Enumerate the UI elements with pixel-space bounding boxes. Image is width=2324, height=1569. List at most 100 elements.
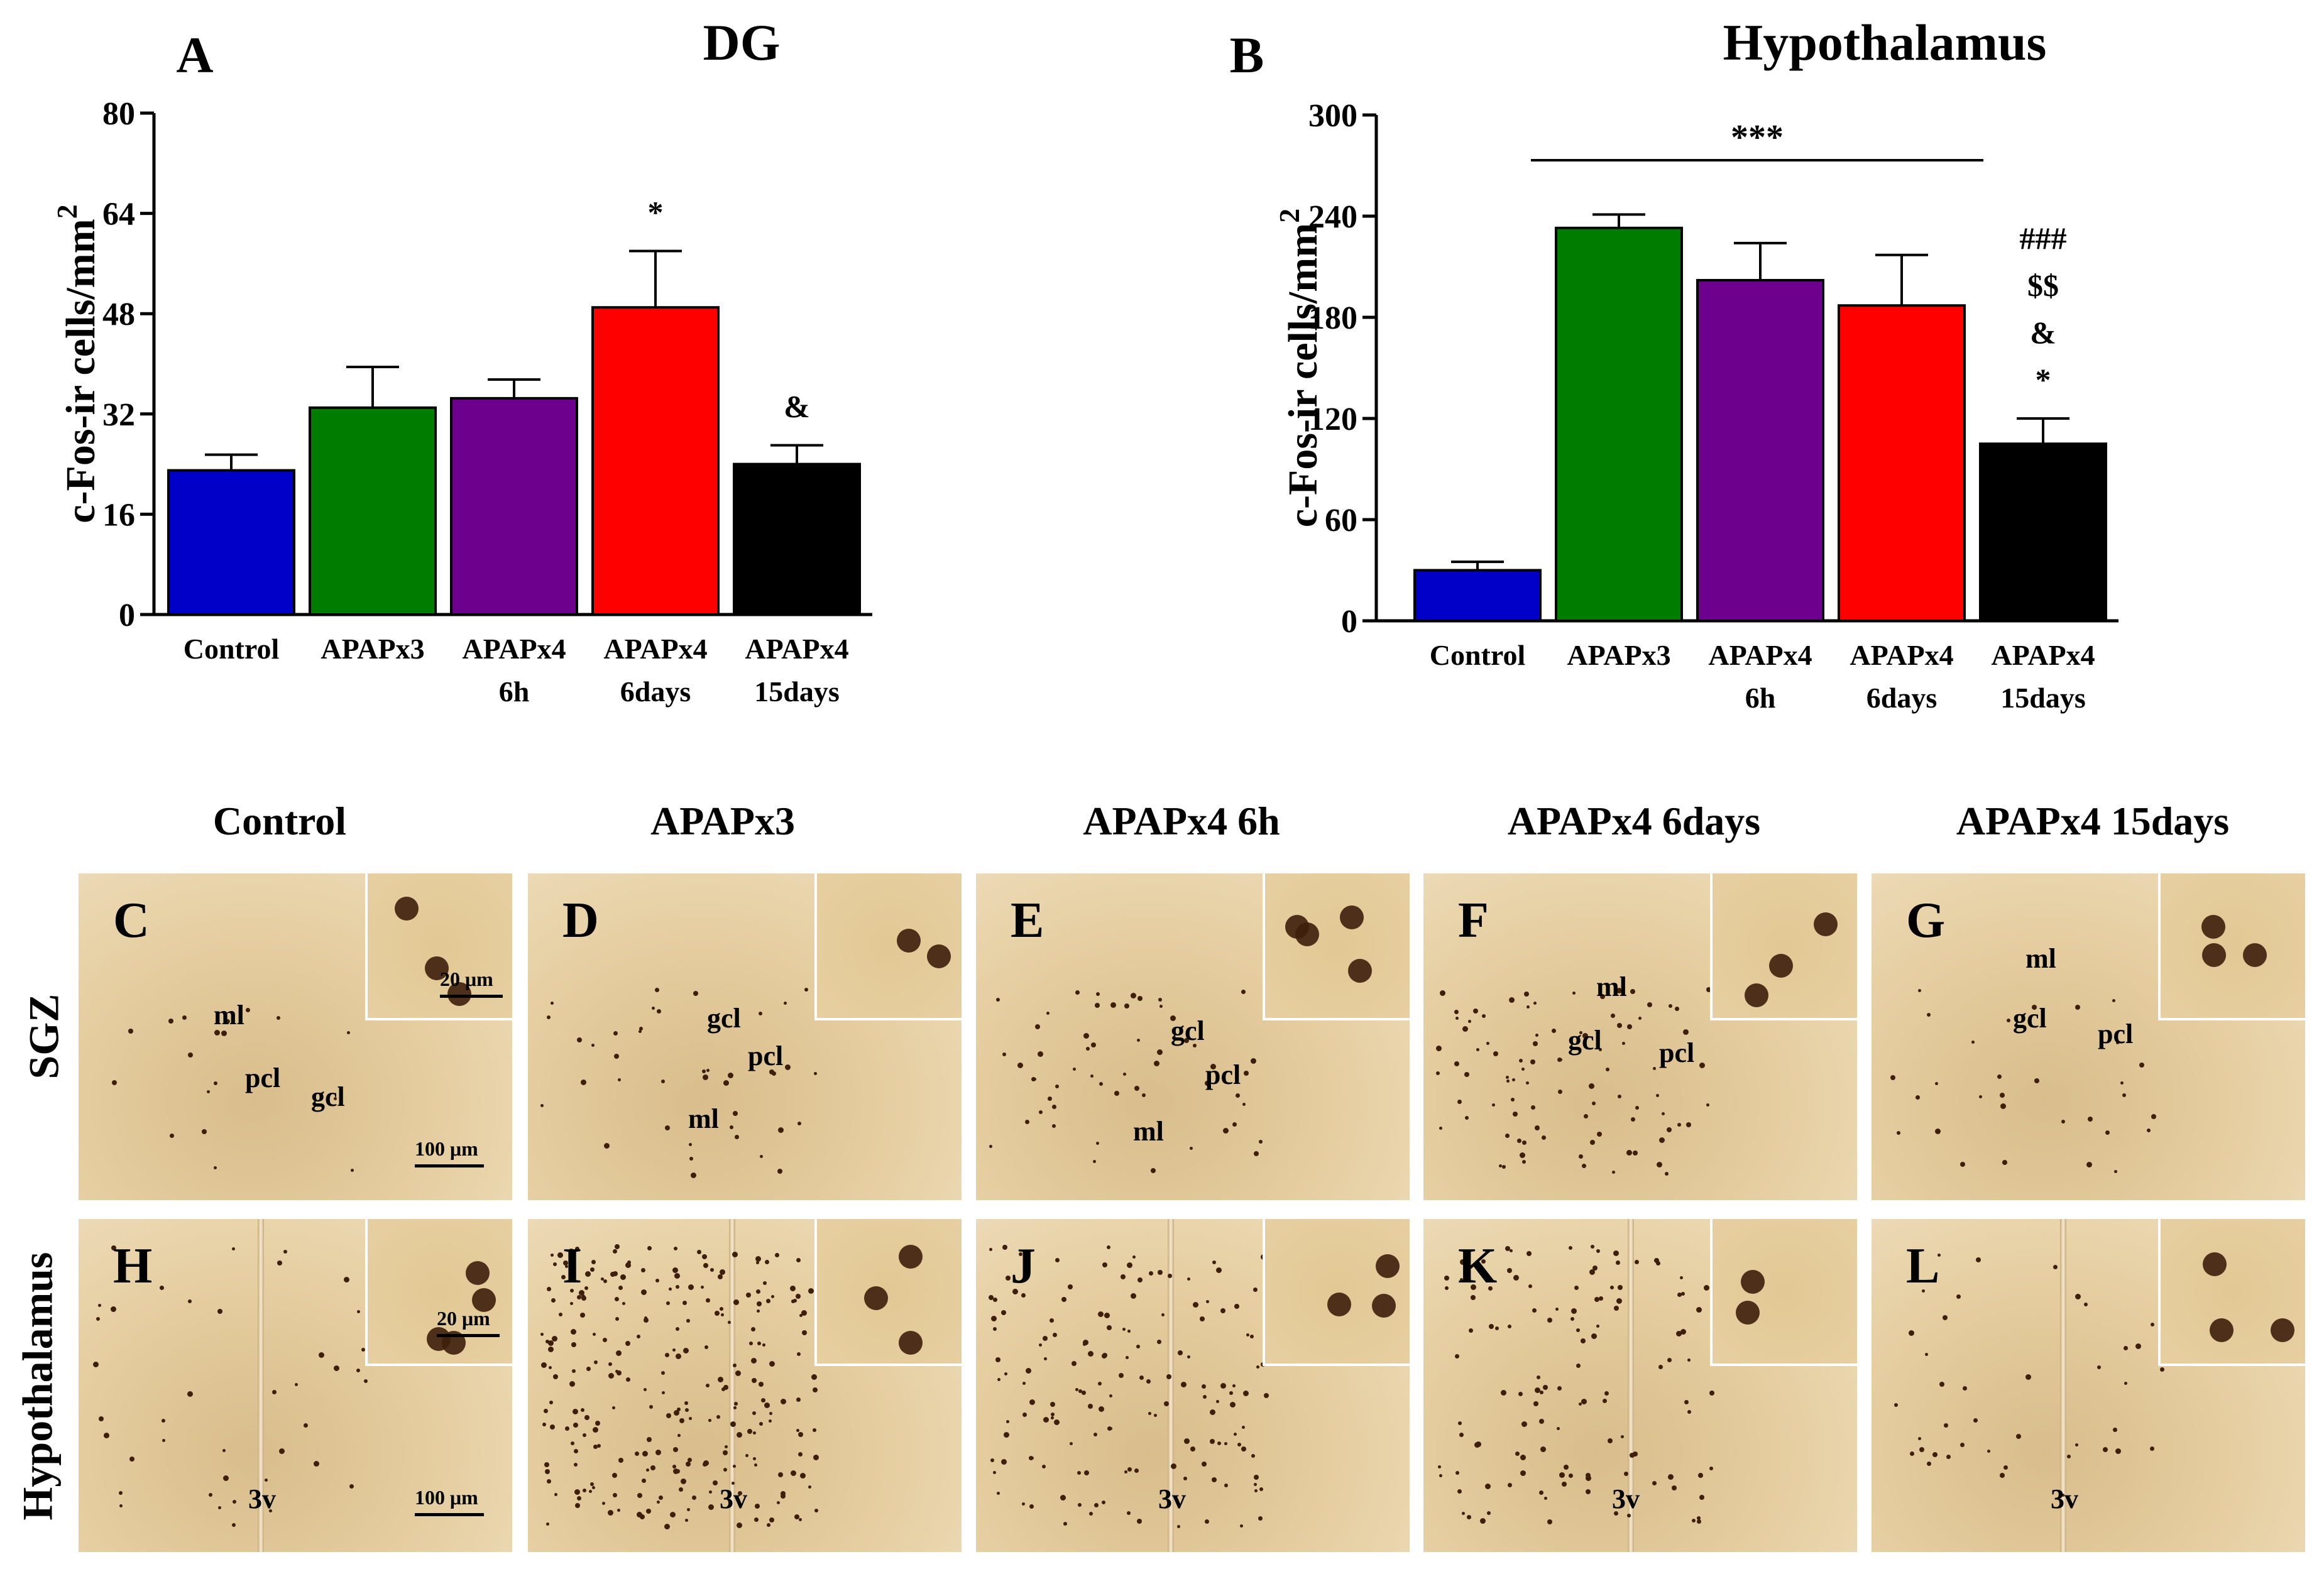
stained-nucleus [1136, 1345, 1140, 1348]
stained-nucleus [1466, 1265, 1470, 1269]
stained-nucleus [2103, 1447, 2108, 1452]
stained-nucleus [170, 1134, 174, 1138]
stained-nucleus [1532, 1308, 1537, 1313]
stained-nucleus [1232, 1122, 1237, 1127]
stained-nucleus [162, 1419, 165, 1423]
stained-nucleus [1597, 1132, 1602, 1137]
stained-nucleus [1581, 1338, 1586, 1343]
stained-nucleus [1052, 1124, 1056, 1128]
stained-nucleus [730, 1421, 736, 1427]
stained-nucleus [683, 1348, 689, 1353]
stained-nucleus [594, 1360, 598, 1364]
stained-nucleus [635, 1451, 639, 1456]
stained-nucleus [571, 1342, 576, 1347]
stained-nucleus [1604, 1391, 1609, 1396]
x-tick-label: APAPx4 [1991, 639, 2095, 671]
stained-nucleus [1687, 1359, 1691, 1362]
stained-nucleus [1692, 1519, 1696, 1523]
stained-nucleus [796, 1397, 801, 1402]
x-tick-label: 15days [2000, 682, 2085, 714]
stained-nucleus [639, 1030, 642, 1033]
stained-nucleus [583, 1489, 586, 1492]
stained-nucleus [269, 1509, 272, 1512]
bar [450, 396, 578, 616]
stained-nucleus [570, 1302, 573, 1305]
stained-nucleus [1104, 1313, 1110, 1318]
stained-nucleus [1606, 1068, 1609, 1071]
stained-nucleus [1487, 1511, 1491, 1515]
stained-nucleus [1709, 1467, 1713, 1470]
stained-nucleus [1521, 1421, 1527, 1427]
stained-nucleus [548, 1340, 554, 1346]
stained-nucleus [1652, 1481, 1657, 1485]
stained-nucleus [2151, 1323, 2154, 1326]
stained-nucleus [1006, 1420, 1009, 1423]
stained-nucleus [1149, 1271, 1153, 1276]
scale-bar-small: 20 μm [437, 1307, 500, 1337]
stained-nucleus [1973, 1418, 1978, 1423]
stained-nucleus [1123, 1073, 1126, 1076]
stained-nucleus [1193, 1044, 1197, 1047]
chart-dg: A DG c-Fos-ir cells/mm2 0 16 32 48 64 80 Control A… [51, 14, 872, 708]
stained-nucleus [765, 1260, 769, 1264]
stained-nucleus [545, 1340, 549, 1343]
stained-nucleus [1073, 1068, 1076, 1071]
stained-nucleus [1253, 1287, 1258, 1292]
region-label-gcl: gcl [2013, 1003, 2047, 1034]
stained-nucleus [1963, 1386, 1967, 1391]
stained-nucleus [1696, 1307, 1702, 1313]
stained-nucleus [2007, 1019, 2010, 1022]
stained-nucleus [1055, 1085, 1059, 1088]
stained-nucleus [1436, 1046, 1442, 1051]
stained-nucleus [1627, 1024, 1632, 1029]
bar [1555, 226, 1683, 622]
stained-nucleus [709, 1490, 712, 1494]
stained-nucleus [1506, 1080, 1510, 1083]
stained-nucleus [1250, 1335, 1254, 1338]
stained-nucleus [725, 1445, 728, 1448]
stained-nucleus [1476, 1048, 1479, 1051]
stained-nucleus [1444, 1276, 1449, 1281]
stained-nucleus [721, 1387, 725, 1391]
stained-nucleus [1927, 1013, 1931, 1017]
stained-nucleus [188, 1052, 193, 1058]
stained-nucleus [798, 1452, 803, 1457]
stained-nucleus [1616, 988, 1622, 993]
stained-nucleus [557, 1252, 563, 1258]
stained-nucleus [1564, 1465, 1569, 1470]
stained-nucleus [1124, 1003, 1129, 1009]
stained-nucleus [2061, 1494, 2064, 1497]
stained-nucleus [1029, 1456, 1033, 1460]
stained-nucleus [644, 1318, 649, 1323]
stained-nucleus [626, 1377, 630, 1382]
stained-nucleus [718, 1274, 723, 1279]
stained-nucleus [1557, 1386, 1562, 1391]
stained-nucleus [1137, 1519, 1142, 1524]
stained-nucleus [2097, 1365, 2101, 1369]
stained-nucleus [1095, 1003, 1100, 1008]
y-tick-label: 120 [1308, 402, 1357, 437]
inset-nucleus [1372, 1294, 1396, 1318]
stained-nucleus [1526, 1005, 1530, 1009]
stained-nucleus [701, 1286, 704, 1289]
stained-nucleus [655, 1279, 659, 1282]
stained-nucleus [1916, 1095, 1920, 1100]
stained-nucleus [720, 1307, 723, 1311]
stained-nucleus [1555, 1308, 1559, 1311]
stained-nucleus [1533, 1002, 1537, 1005]
stained-nucleus [1256, 1365, 1259, 1369]
stained-nucleus [1669, 1004, 1672, 1008]
stained-nucleus [295, 1383, 298, 1386]
inset-zoom [365, 873, 512, 1020]
stained-nucleus [733, 1364, 737, 1367]
stained-nucleus [1630, 989, 1635, 994]
stained-nucleus [1205, 1081, 1210, 1086]
stained-nucleus [223, 1475, 229, 1481]
stained-nucleus [1558, 1090, 1562, 1094]
stained-nucleus [334, 1097, 337, 1100]
stained-nucleus [1022, 1413, 1027, 1417]
stained-nucleus [1455, 1354, 1459, 1359]
stained-nucleus [1508, 1325, 1511, 1328]
stained-nucleus [677, 1408, 681, 1411]
stained-nucleus [544, 1462, 549, 1467]
